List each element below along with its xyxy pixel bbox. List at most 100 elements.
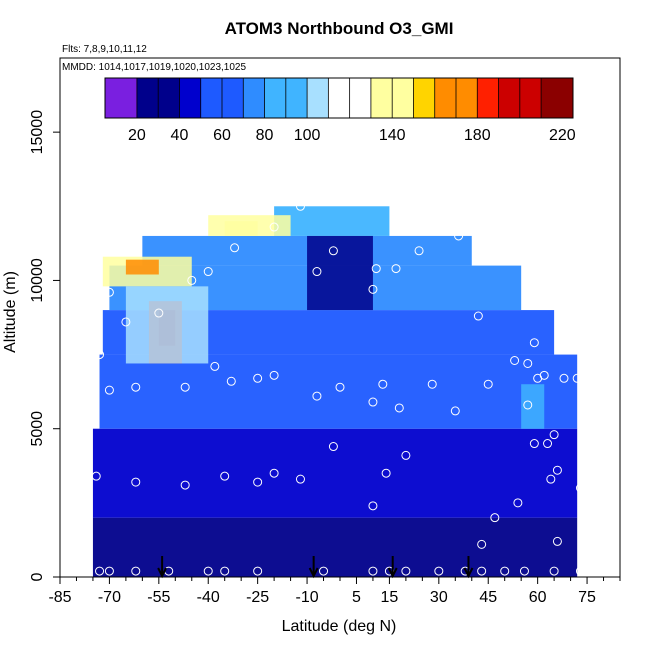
sample-point xyxy=(335,382,345,392)
sample-point xyxy=(450,406,460,416)
sample-point xyxy=(368,501,378,511)
sample-point xyxy=(546,474,556,484)
sample-point xyxy=(371,264,381,274)
dates-note: MMDD: 1014,1017,1019,1020,1023,1025 xyxy=(62,62,246,73)
colorbar-segment xyxy=(105,78,138,118)
colorbar-segment xyxy=(158,78,180,118)
profile-arrow-head xyxy=(387,567,398,579)
sample-point xyxy=(104,287,114,297)
sample-point xyxy=(552,536,562,546)
sample-point xyxy=(490,513,500,523)
sample-point xyxy=(131,382,141,392)
x-tick-label: -25 xyxy=(246,589,269,606)
colorbar-segment xyxy=(434,78,457,118)
sample-point xyxy=(95,566,105,576)
sample-point xyxy=(427,379,437,389)
sample-point xyxy=(575,483,585,493)
colorbar-segment xyxy=(541,78,574,118)
sample-point xyxy=(328,442,338,452)
sample-point xyxy=(529,439,539,449)
sample-point xyxy=(269,370,279,380)
sample-point xyxy=(131,566,141,576)
curtain-layer xyxy=(92,428,578,518)
profile-arrow-head xyxy=(463,567,474,579)
sample-point xyxy=(180,382,190,392)
colorbar-segment xyxy=(392,78,414,118)
sample-point xyxy=(253,566,263,576)
sample-point xyxy=(473,311,483,321)
sample-point xyxy=(253,477,263,487)
sample-point xyxy=(477,566,487,576)
sample-point xyxy=(295,474,305,484)
colorbar-tick-label: 140 xyxy=(379,127,406,144)
sample-point xyxy=(510,356,520,366)
colorbar-segment xyxy=(222,78,244,118)
colorbar-segment xyxy=(243,78,266,118)
sample-point xyxy=(500,566,510,576)
sample-point xyxy=(401,450,411,460)
curtain-layer xyxy=(92,517,578,577)
colorbar-segment xyxy=(519,78,542,118)
colorbar-segment xyxy=(179,78,202,118)
colorbar-segment xyxy=(328,78,351,118)
sample-point xyxy=(210,361,220,371)
sample-point xyxy=(549,430,559,440)
sample-point xyxy=(539,370,549,380)
curtain-layer xyxy=(99,354,578,429)
sample-point xyxy=(523,400,533,410)
sample-point xyxy=(483,379,493,389)
sample-point xyxy=(312,391,322,401)
colorbar-tick-label: 100 xyxy=(294,127,321,144)
colorbar-tick-label: 220 xyxy=(549,127,576,144)
colorbar-segment xyxy=(456,78,478,118)
sample-point xyxy=(319,566,329,576)
sample-point xyxy=(230,243,240,253)
sample-point xyxy=(253,373,263,383)
sample-point xyxy=(104,566,114,576)
sample-point xyxy=(312,267,322,277)
x-tick-label: -70 xyxy=(98,589,121,606)
y-tick-label: 0 xyxy=(29,572,46,581)
colorbar-tick-label: 40 xyxy=(171,127,189,144)
sample-point xyxy=(131,477,141,487)
sample-point xyxy=(91,471,101,481)
sample-point xyxy=(378,379,388,389)
sample-point xyxy=(220,471,230,481)
y-tick-label: 15000 xyxy=(29,110,46,155)
sample-point xyxy=(104,385,114,395)
sample-point xyxy=(549,566,559,576)
sample-point xyxy=(434,566,444,576)
colorbar-tick-label: 20 xyxy=(128,127,146,144)
curtain-layer xyxy=(274,206,390,236)
sample-point xyxy=(401,566,411,576)
sample-point xyxy=(559,373,569,383)
x-tick-label: -85 xyxy=(48,589,71,606)
sample-point xyxy=(572,373,582,383)
colorbar-segment xyxy=(477,78,500,118)
sample-point xyxy=(519,566,529,576)
sample-point xyxy=(552,465,562,475)
plot-area xyxy=(88,201,585,579)
ozone-feature xyxy=(125,259,159,275)
ozone-feature xyxy=(521,384,545,429)
colorbar-segment xyxy=(413,78,436,118)
x-tick-label: -40 xyxy=(197,589,220,606)
colorbar-segment xyxy=(498,78,521,118)
x-tick-label: 15 xyxy=(381,589,399,606)
sample-point xyxy=(180,480,190,490)
chart-title: ATOM3 Northbound O3_GMI xyxy=(225,19,454,38)
colorbar-tick-label: 80 xyxy=(256,127,274,144)
colorbar-segment xyxy=(307,78,329,118)
x-tick-label: 30 xyxy=(430,589,448,606)
sample-point xyxy=(269,468,279,478)
sample-point xyxy=(394,403,404,413)
colorbar-tick-label: 180 xyxy=(464,127,491,144)
colorbar-segment xyxy=(370,78,393,118)
sample-point xyxy=(513,498,523,508)
colorbar-segment xyxy=(349,78,372,118)
colorbar: 20 40 60 80 100 140 180 220 xyxy=(104,77,576,144)
profile-arrow-head xyxy=(157,567,168,579)
sample-point xyxy=(95,350,105,360)
colorbar-segment xyxy=(136,78,159,118)
